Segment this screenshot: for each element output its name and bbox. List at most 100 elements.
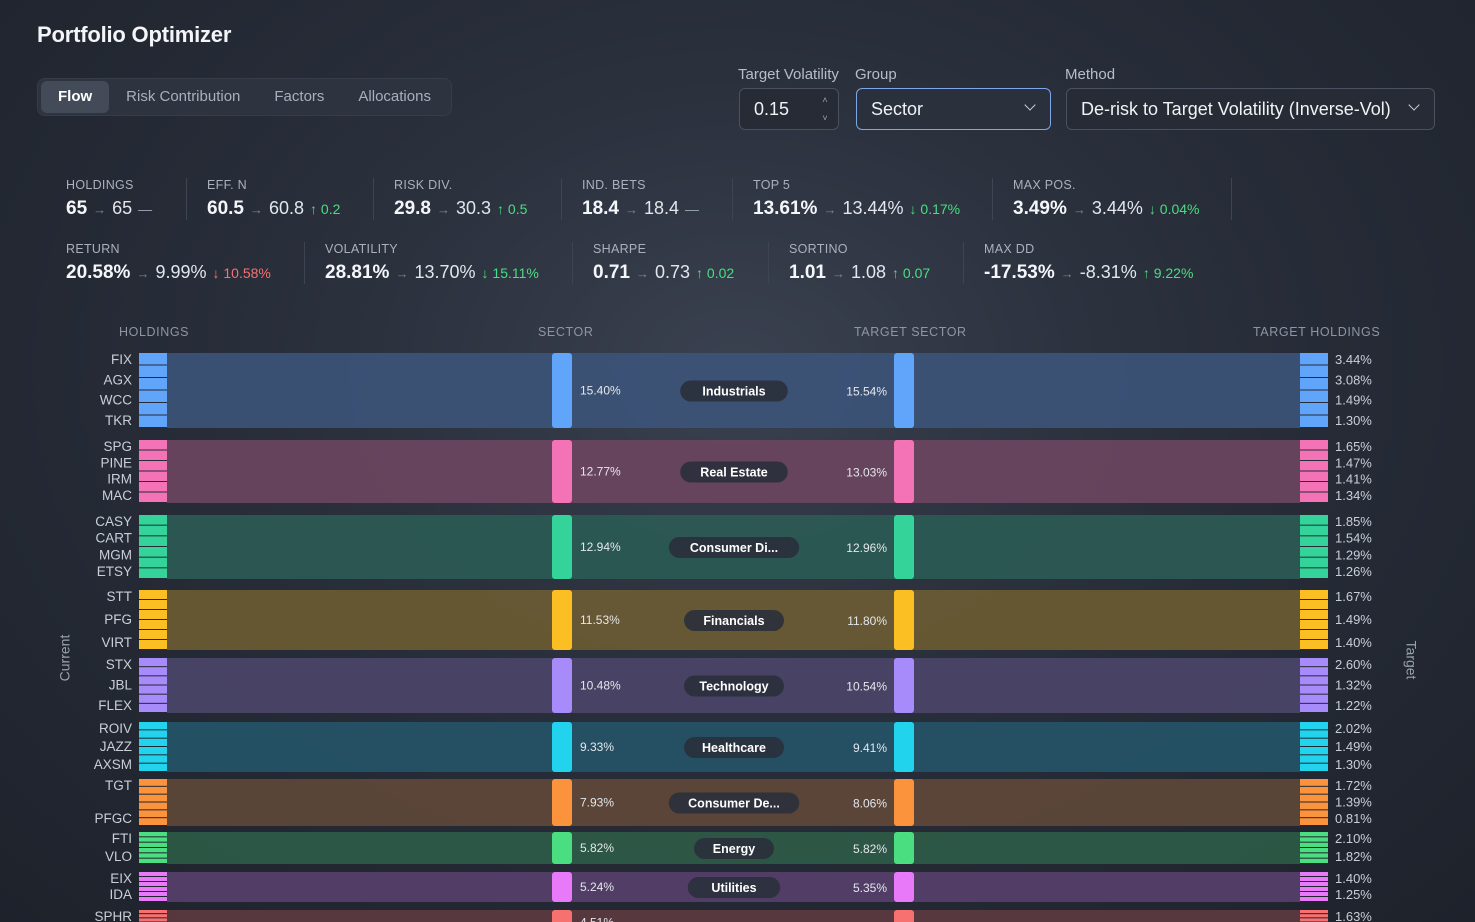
target-holding-weight-label: 2.10% <box>1335 831 1372 846</box>
holding-ticker-label: PFG <box>104 612 132 627</box>
holding-node <box>139 794 167 802</box>
sector-target-weight: 12.96% <box>846 541 887 555</box>
tab-risk-contribution[interactable]: Risk Contribution <box>126 88 241 105</box>
target-volatility-input[interactable]: 0.15 ˄ ˅ <box>739 88 839 130</box>
holding-ticker-label: VIRT <box>101 635 132 650</box>
sector-target-weight: 10.54% <box>846 680 887 694</box>
target-holding-weight-label: 2.02% <box>1335 721 1372 736</box>
holding-ticker-label: IDA <box>109 887 132 902</box>
sector-name-label: Consumer De... <box>688 797 780 811</box>
target-holding-weight-label: 1.30% <box>1335 413 1372 428</box>
holding-node <box>139 882 167 886</box>
stat-risk-div: RISK DIV. 29.8 → 30.3 ↑ 0.5 <box>394 178 527 220</box>
stat-max-pos: MAX POS. 3.49% → 3.44% ↓ 0.04% <box>1013 178 1200 220</box>
target-sector-node <box>894 658 914 713</box>
stat-to: -8.31% <box>1079 262 1137 282</box>
group-select[interactable]: Sector <box>856 88 1051 130</box>
target-holding-node <box>1300 694 1328 703</box>
holding-ticker-label: STX <box>106 657 132 672</box>
holding-node <box>139 722 167 730</box>
tab-allocations[interactable]: Allocations <box>358 88 431 105</box>
stat-from: 60.5 <box>207 198 244 219</box>
target-holding-node <box>1300 897 1328 901</box>
holding-node <box>139 600 167 609</box>
target-holding-node <box>1300 818 1328 825</box>
tab-factors[interactable]: Factors <box>274 88 325 105</box>
target-holding-weight-label: 1.49% <box>1335 739 1372 754</box>
holding-node <box>139 676 167 685</box>
target-holdings-header: TARGET HOLDINGS <box>1253 325 1381 339</box>
tab-flow[interactable]: Flow <box>41 81 110 113</box>
holding-ticker-label: IRM <box>107 472 132 487</box>
holding-ticker-label: FIX <box>111 352 132 367</box>
target-holding-node <box>1300 676 1328 685</box>
holding-node <box>139 630 167 639</box>
holding-ticker-label: JBL <box>109 678 133 693</box>
sector-name-pill <box>680 461 788 483</box>
stepper-up-icon[interactable]: ˄ <box>822 95 828 105</box>
stat-from: 3.49% <box>1013 198 1067 219</box>
sector-node <box>552 590 572 650</box>
target-holding-node <box>1300 842 1328 847</box>
stat-return: RETURN 20.58% → 9.99% ↓ 10.58% <box>66 242 271 284</box>
sector-name-pill <box>680 380 788 402</box>
stat-to: 13.70% <box>414 262 476 282</box>
view-tabs: Flow Risk Contribution Factors Allocatio… <box>37 78 452 116</box>
method-select[interactable]: De-risk to Target Volatility (Inverse-Vo… <box>1066 88 1435 130</box>
holding-ticker-label: VLO <box>105 849 132 864</box>
stat-to: 3.44% <box>1091 198 1143 218</box>
sector-name-label: Energy <box>713 842 755 856</box>
holding-node <box>139 779 167 786</box>
holding-node <box>139 536 167 546</box>
target-holding-node <box>1300 471 1328 481</box>
stat-label: EFF. N <box>207 178 247 192</box>
stat-delta: — <box>685 201 700 217</box>
target-holding-node <box>1300 378 1328 390</box>
stat-from: 0.71 <box>593 262 630 283</box>
holding-ticker-label: CASY <box>95 514 132 529</box>
target-holding-node <box>1300 525 1328 536</box>
target-holding-node <box>1300 887 1328 891</box>
holding-node <box>139 747 167 755</box>
target-sector-node <box>894 515 914 579</box>
target-holding-weight-label: 1.54% <box>1335 531 1372 546</box>
target-holding-node <box>1300 492 1328 502</box>
holding-ticker-label: MGM <box>99 547 132 562</box>
holding-ticker-label: JAZZ <box>100 739 132 754</box>
target-sector-node <box>894 872 914 902</box>
holding-ticker-label: WCC <box>100 393 132 408</box>
target-holding-node <box>1300 536 1328 546</box>
holding-node <box>139 818 167 825</box>
holding-node <box>139 810 167 818</box>
stat-delta: ↑ 9.22% <box>1142 265 1194 281</box>
target-sector-node <box>894 353 914 428</box>
number-stepper[interactable]: ˄ ˅ <box>818 93 832 125</box>
target-holding-node <box>1300 810 1328 818</box>
stat-to: 60.8 <box>268 198 305 218</box>
sector-name-label: Industrials <box>702 385 765 399</box>
holding-node <box>139 525 167 536</box>
target-holding-weight-label: 1.47% <box>1335 455 1372 470</box>
stat-delta: ↓ 15.11% <box>481 265 539 281</box>
holding-node <box>139 378 167 390</box>
target-holding-node <box>1300 794 1328 802</box>
target-holding-node <box>1300 747 1328 755</box>
sector-node <box>552 440 572 503</box>
holding-node <box>139 390 167 402</box>
target-holding-node <box>1300 755 1328 763</box>
stepper-down-icon[interactable]: ˅ <box>822 113 828 123</box>
target-holding-node <box>1300 461 1328 471</box>
target-holding-node <box>1300 763 1328 771</box>
target-holding-node <box>1300 667 1328 676</box>
sector-name-pill <box>684 610 784 631</box>
target-holding-node <box>1300 390 1328 402</box>
stat-from: 20.58% <box>66 262 131 283</box>
holding-node <box>139 897 167 901</box>
holding-node <box>139 848 167 853</box>
stat-from: 1.01 <box>789 262 826 283</box>
target-sector-header: TARGET SECTOR <box>854 325 967 339</box>
arrow-right-icon: → <box>831 266 845 281</box>
target-holding-weight-label: 3.44% <box>1335 352 1372 367</box>
holding-node <box>139 832 167 837</box>
holding-ticker-label: ROIV <box>99 721 132 736</box>
